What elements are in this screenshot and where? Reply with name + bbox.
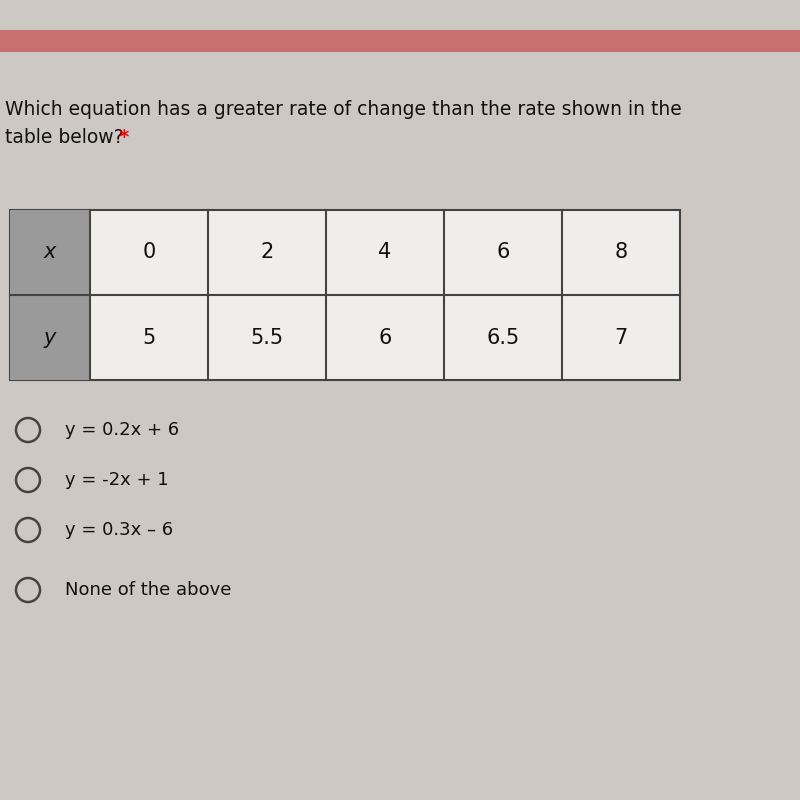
- Bar: [10, 210, 90, 295]
- Text: y = 0.2x + 6: y = 0.2x + 6: [65, 421, 179, 439]
- Text: 6: 6: [496, 242, 510, 262]
- Text: Which equation has a greater rate of change than the rate shown in the: Which equation has a greater rate of cha…: [5, 100, 682, 119]
- Text: y = 0.3x – 6: y = 0.3x – 6: [65, 521, 173, 539]
- Text: table below?: table below?: [5, 128, 124, 147]
- Text: 5: 5: [142, 327, 156, 347]
- Text: x: x: [44, 242, 56, 262]
- Text: 8: 8: [614, 242, 627, 262]
- Bar: [10, 210, 680, 380]
- Text: *: *: [113, 128, 130, 147]
- Text: 2: 2: [260, 242, 274, 262]
- Text: y = -2x + 1: y = -2x + 1: [65, 471, 169, 489]
- Text: 6.5: 6.5: [486, 327, 520, 347]
- Text: 7: 7: [614, 327, 628, 347]
- Text: 0: 0: [142, 242, 156, 262]
- Text: 6: 6: [378, 327, 392, 347]
- Bar: [10, 295, 90, 380]
- Bar: [0, 30, 800, 52]
- Text: None of the above: None of the above: [65, 581, 231, 599]
- Text: 5.5: 5.5: [250, 327, 283, 347]
- Text: 4: 4: [378, 242, 392, 262]
- Text: y: y: [44, 327, 56, 347]
